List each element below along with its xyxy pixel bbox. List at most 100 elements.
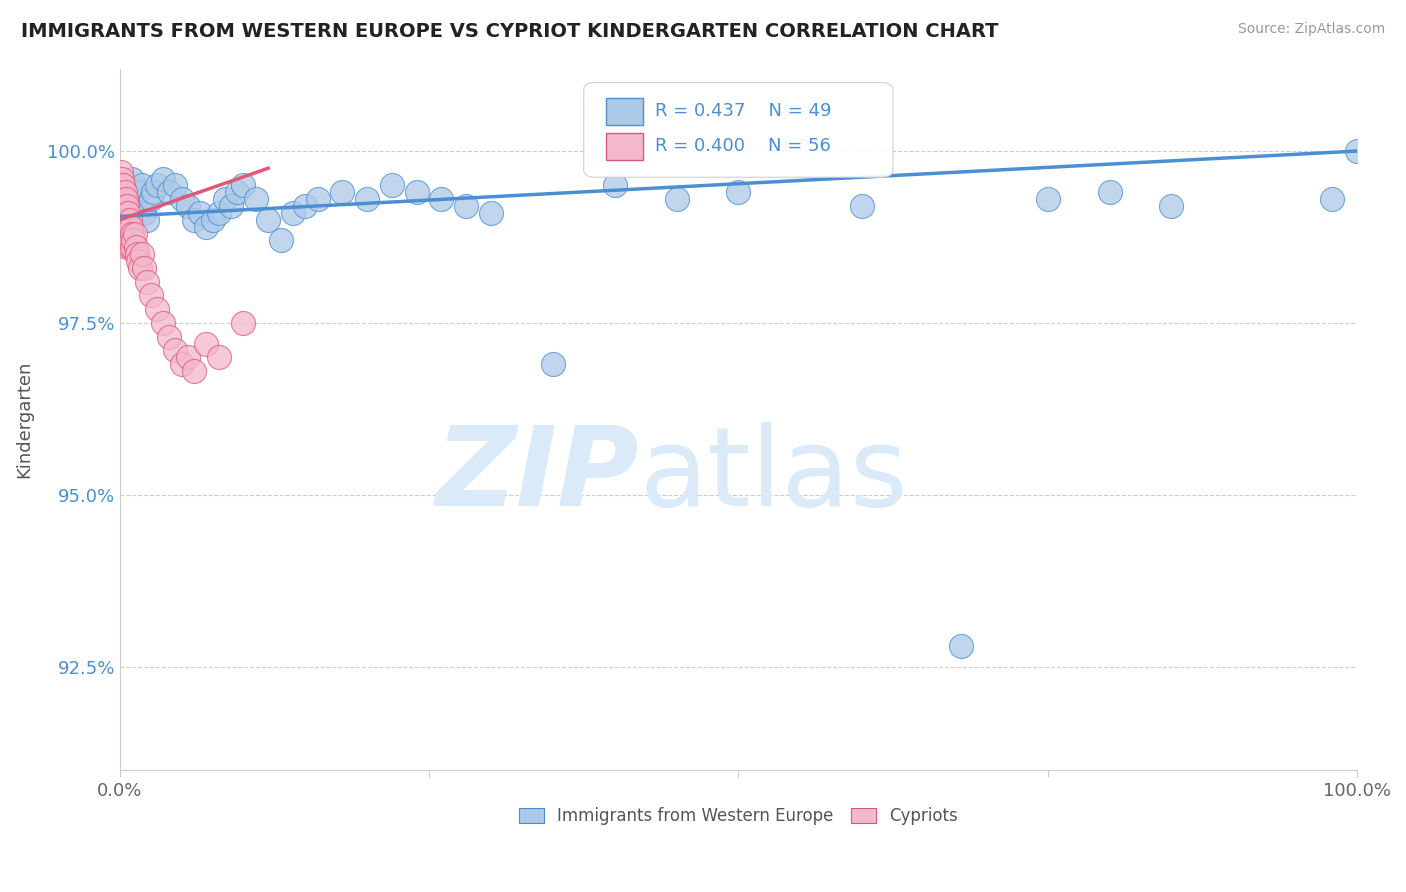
- Point: [208, 206, 231, 220]
- Point: [115, 199, 138, 213]
- Point: [165, 343, 187, 358]
- Point: [112, 234, 135, 248]
- Point: [118, 240, 141, 254]
- Point: [1098, 186, 1121, 200]
- Point: [118, 227, 141, 241]
- Point: [307, 192, 329, 206]
- Point: [110, 206, 132, 220]
- Point: [183, 364, 205, 378]
- Point: [124, 227, 146, 241]
- Point: [195, 219, 218, 234]
- Point: [125, 240, 148, 254]
- Point: [131, 178, 153, 193]
- Point: [157, 330, 180, 344]
- Point: [122, 234, 145, 248]
- Point: [245, 192, 267, 206]
- Point: [851, 199, 873, 213]
- Point: [115, 234, 138, 248]
- Point: [110, 178, 132, 193]
- Point: [136, 275, 159, 289]
- Point: [117, 206, 139, 220]
- Point: [281, 206, 304, 220]
- Point: [170, 357, 193, 371]
- Point: [232, 178, 254, 193]
- Point: [201, 212, 224, 227]
- Point: [214, 192, 236, 206]
- Point: [128, 260, 150, 275]
- Point: [456, 199, 478, 213]
- Point: [294, 199, 316, 213]
- Point: [165, 178, 187, 193]
- Point: [332, 186, 354, 200]
- Point: [131, 247, 153, 261]
- Point: [111, 212, 134, 227]
- Point: [110, 164, 132, 178]
- Point: [1346, 144, 1368, 158]
- Point: [112, 219, 135, 234]
- Point: [157, 186, 180, 200]
- Point: [114, 227, 136, 241]
- Point: [127, 186, 149, 200]
- Point: [257, 212, 280, 227]
- Point: [111, 199, 134, 213]
- Point: [114, 199, 136, 213]
- Point: [188, 206, 211, 220]
- Point: [115, 212, 138, 227]
- Point: [114, 186, 136, 200]
- Y-axis label: Kindergarten: Kindergarten: [15, 360, 32, 478]
- Point: [152, 316, 174, 330]
- Text: Source: ZipAtlas.com: Source: ZipAtlas.com: [1237, 22, 1385, 37]
- Point: [146, 302, 169, 317]
- Point: [118, 212, 141, 227]
- Point: [195, 336, 218, 351]
- FancyBboxPatch shape: [583, 83, 893, 178]
- Point: [115, 219, 138, 234]
- FancyBboxPatch shape: [606, 98, 643, 125]
- Point: [127, 254, 149, 268]
- Point: [120, 234, 142, 248]
- Point: [177, 199, 200, 213]
- Point: [727, 186, 749, 200]
- Point: [134, 206, 156, 220]
- Point: [152, 171, 174, 186]
- Point: [183, 212, 205, 227]
- Point: [134, 260, 156, 275]
- Point: [121, 171, 143, 186]
- Point: [1322, 192, 1344, 206]
- Point: [381, 178, 404, 193]
- Point: [115, 206, 138, 220]
- Text: ZIP: ZIP: [436, 422, 640, 529]
- Point: [479, 206, 502, 220]
- Point: [226, 186, 249, 200]
- Point: [270, 234, 292, 248]
- Point: [115, 227, 138, 241]
- Point: [112, 192, 135, 206]
- Point: [603, 178, 626, 193]
- Point: [541, 357, 564, 371]
- Point: [114, 212, 136, 227]
- Point: [139, 192, 162, 206]
- Point: [112, 206, 135, 220]
- Point: [405, 186, 427, 200]
- Point: [170, 192, 193, 206]
- Point: [950, 639, 973, 653]
- Point: [124, 199, 146, 213]
- Point: [430, 192, 453, 206]
- Point: [177, 351, 200, 365]
- Point: [232, 316, 254, 330]
- Point: [146, 178, 169, 193]
- Point: [112, 178, 135, 193]
- Point: [136, 212, 159, 227]
- Point: [121, 227, 143, 241]
- Point: [111, 186, 134, 200]
- Point: [110, 192, 132, 206]
- Text: atlas: atlas: [640, 422, 908, 529]
- Point: [121, 240, 143, 254]
- Point: [111, 227, 134, 241]
- Point: [118, 192, 141, 206]
- Point: [111, 171, 134, 186]
- Point: [1036, 192, 1059, 206]
- Point: [115, 192, 138, 206]
- Point: [117, 234, 139, 248]
- Point: [356, 192, 378, 206]
